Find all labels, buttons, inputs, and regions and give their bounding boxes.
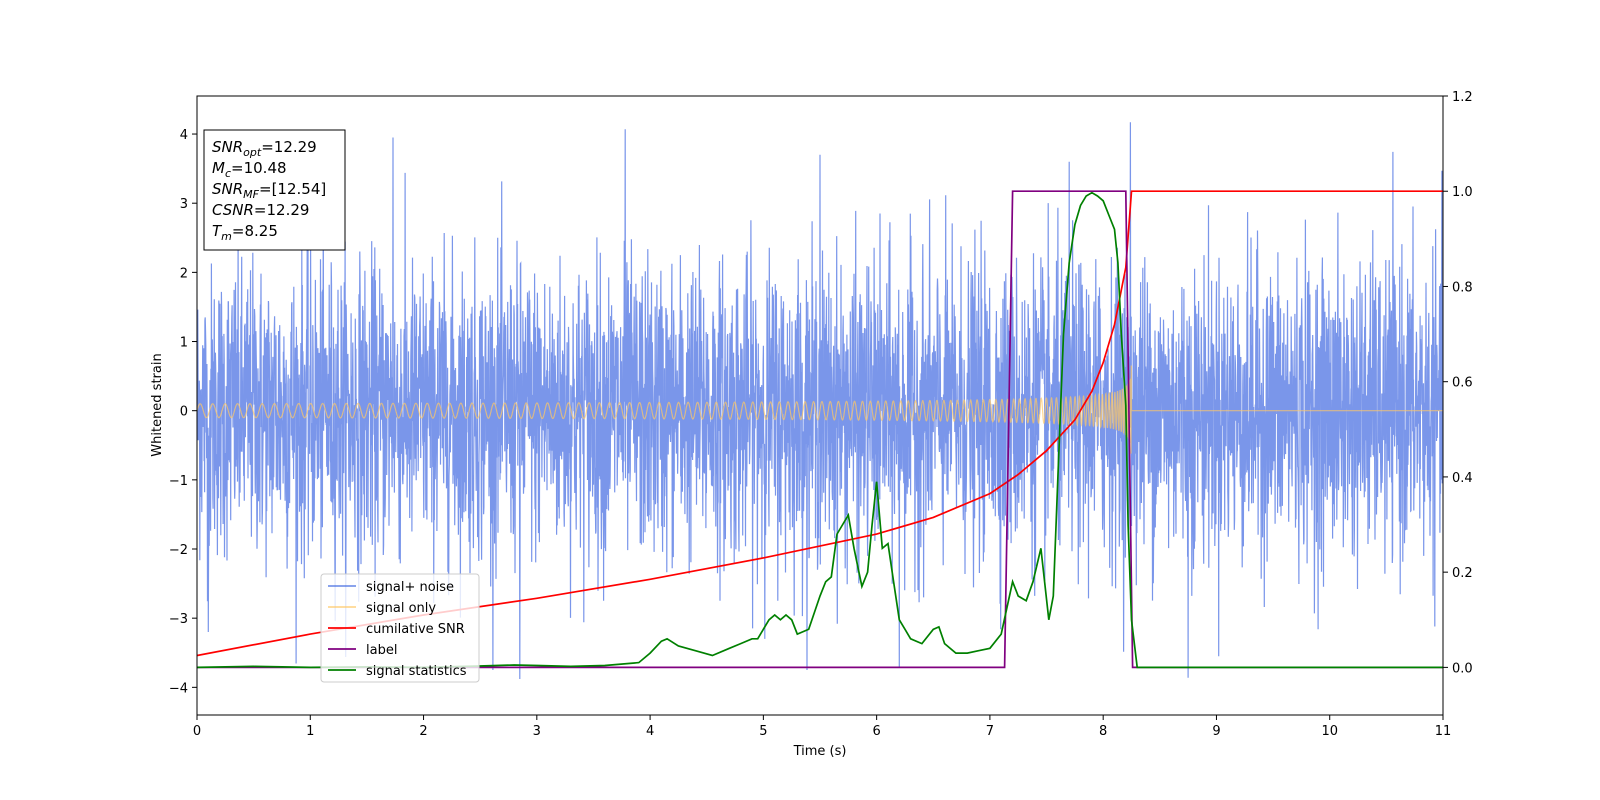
legend-entry: label (366, 643, 397, 658)
stats-line: SNRopt=12.29 (212, 138, 317, 159)
stats-box: SNRopt=12.29Mc=10.48SNRMF=[12.54]CSNR=12… (203, 129, 346, 251)
y-tick-label: −3 (169, 612, 188, 627)
x-tick-label: 2 (419, 724, 427, 739)
x-tick-label: 3 (533, 724, 541, 739)
y-tick-label: −2 (169, 543, 188, 558)
x-axis-label: Time (s) (793, 744, 847, 759)
y-tick-label: −4 (169, 681, 188, 696)
y2-tick-label: 0.0 (1452, 661, 1473, 676)
y-tick-label: 3 (180, 197, 188, 212)
y2-tick-label: 0.4 (1452, 471, 1473, 486)
y-axis-right: 0.0 0.2 0.4 0.6 0.8 1.0 1.2 (1443, 90, 1473, 676)
series-signal-only (197, 365, 1443, 454)
y-tick-label: 0 (180, 405, 188, 420)
stats-line: Mc=10.48 (212, 159, 287, 180)
legend-entry: signal only (366, 601, 436, 616)
series-layer (197, 122, 1443, 680)
y2-tick-label: 0.8 (1452, 280, 1473, 295)
stats-subscript: c (225, 167, 231, 180)
y-axis-label: Whitened strain (150, 353, 165, 456)
series-signal-statistics (197, 191, 1443, 669)
y2-tick-label: 0.2 (1452, 566, 1473, 581)
legend-frame (320, 573, 480, 683)
y2-tick-label: 0.6 (1452, 376, 1473, 391)
x-tick-label: 6 (872, 724, 880, 739)
stats-subscript: opt (243, 146, 262, 159)
x-tick-label: 4 (646, 724, 654, 739)
x-tick-label: 5 (759, 724, 767, 739)
x-axis: 0 1 2 3 4 5 6 7 8 9 10 11 (193, 715, 1451, 739)
stats-box-frame (203, 129, 346, 251)
y-tick-label: −1 (169, 474, 188, 489)
stats-value: =8.25 (232, 222, 278, 240)
series-signal-noise (197, 122, 1443, 680)
series-cumulative-snr (197, 190, 1443, 657)
stats-line: SNRMF=[12.54] (212, 180, 326, 201)
stats-subscript: MF (243, 188, 259, 201)
y2-tick-label: 1.2 (1452, 90, 1473, 105)
x-tick-label: 7 (986, 724, 994, 739)
y-tick-label: 2 (180, 266, 188, 281)
stats-line: Tm=8.25 (212, 222, 278, 243)
y-tick-label: 4 (180, 128, 188, 143)
x-tick-label: 0 (193, 724, 201, 739)
y-axis-left: −4 −3 −2 −1 0 1 2 3 4 (169, 128, 197, 696)
x-tick-label: 8 (1099, 724, 1107, 739)
stats-symbol: CSNR (212, 201, 254, 219)
stats-line: CSNR=12.29 (212, 201, 309, 219)
stats-symbol: M (212, 159, 225, 177)
x-tick-label: 1 (306, 724, 314, 739)
y-tick-label: 1 (180, 336, 188, 351)
stats-symbol: T (212, 222, 223, 240)
x-tick-label: 9 (1212, 724, 1220, 739)
stats-value: =12.29 (254, 201, 310, 219)
stats-value: =[12.54] (259, 180, 326, 198)
stats-value: =12.29 (261, 138, 317, 156)
stats-symbol: SNR (212, 180, 243, 198)
legend-entry: signal statistics (366, 664, 467, 679)
y2-tick-label: 1.0 (1452, 185, 1473, 200)
x-tick-label: 10 (1321, 724, 1338, 739)
legend-entry: signal+ noise (366, 580, 454, 595)
stats-symbol: SNR (212, 138, 243, 156)
stats-value: =10.48 (231, 159, 287, 177)
legend-entry: cumilative SNR (366, 622, 465, 637)
stats-subscript: m (221, 230, 232, 243)
plot-frame (196, 95, 1444, 716)
x-tick-label: 11 (1435, 724, 1452, 739)
legend: signal+ noise signal only cumilative SNR la… (320, 573, 480, 683)
